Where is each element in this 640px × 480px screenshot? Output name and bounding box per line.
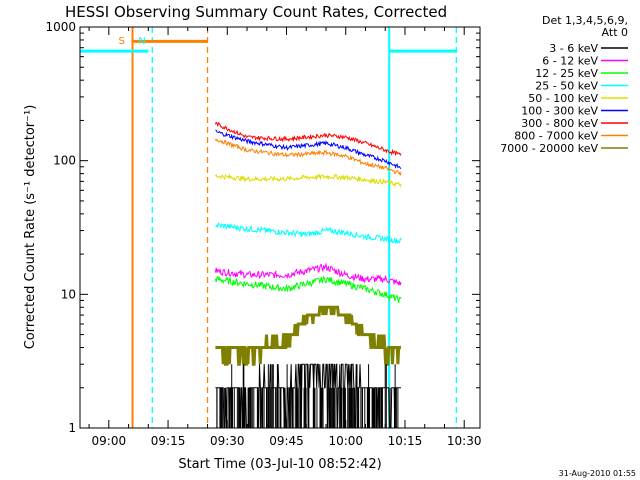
axes: 1 10 100 1000 09:00 09:15 09:30 09:45 10:00 10:15… [45, 20, 481, 448]
x-tick-label: 09:00 [92, 434, 127, 448]
y-tick-label: 1000 [45, 20, 76, 34]
x-tick-label: 10:00 [328, 434, 363, 448]
x-tick-label: 09:45 [269, 434, 304, 448]
y-tick-label: 100 [53, 154, 76, 168]
chart-title: HESSI Observing Summary Count Rates, Cor… [65, 3, 447, 21]
series-line [214, 121, 402, 156]
plot-frame [79, 26, 481, 429]
y-tick-label: 10 [61, 287, 76, 301]
x-tick-label: 10:30 [447, 434, 482, 448]
flag-label: N [138, 36, 145, 47]
footer-timestamp: 31-Aug-2010 01:55 [559, 469, 636, 478]
series-line [214, 275, 402, 304]
flag-label: S [119, 36, 125, 47]
legend-item-label: 50 - 100 keV [528, 92, 598, 105]
y-tick-label: 1 [68, 421, 76, 435]
series-line [215, 129, 402, 170]
legend-header-line1: Det 1,3,4,5,6,9, [542, 14, 628, 27]
x-tick-label: 10:15 [388, 434, 423, 448]
x-axis-title: Start Time (03-Jul-10 08:52:42) [178, 457, 381, 472]
series-line [214, 262, 402, 286]
series-line [215, 222, 402, 245]
legend-item-label: 25 - 50 keV [535, 80, 598, 93]
legend-item-label: 7000 - 20000 keV [500, 142, 598, 155]
legend-item-label: 100 - 300 keV [521, 105, 598, 118]
series-line [215, 305, 401, 366]
legend-item-label: 300 - 800 keV [521, 117, 598, 130]
legend-header-line2: Att 0 [602, 26, 628, 39]
x-tick-label: 09:30 [210, 434, 245, 448]
legend-item-label: 6 - 12 keV [542, 55, 598, 68]
series-line [214, 138, 402, 176]
legend-item-label: 3 - 6 keV [549, 42, 598, 55]
legend-item-label: 800 - 7000 keV [514, 130, 598, 143]
y-axis-title: Corrected Count Rate (s⁻¹ detector⁻¹) [23, 105, 38, 350]
x-tick-label: 09:15 [151, 434, 186, 448]
series-line [214, 173, 402, 188]
legend-item-label: 12 - 25 keV [535, 67, 598, 80]
